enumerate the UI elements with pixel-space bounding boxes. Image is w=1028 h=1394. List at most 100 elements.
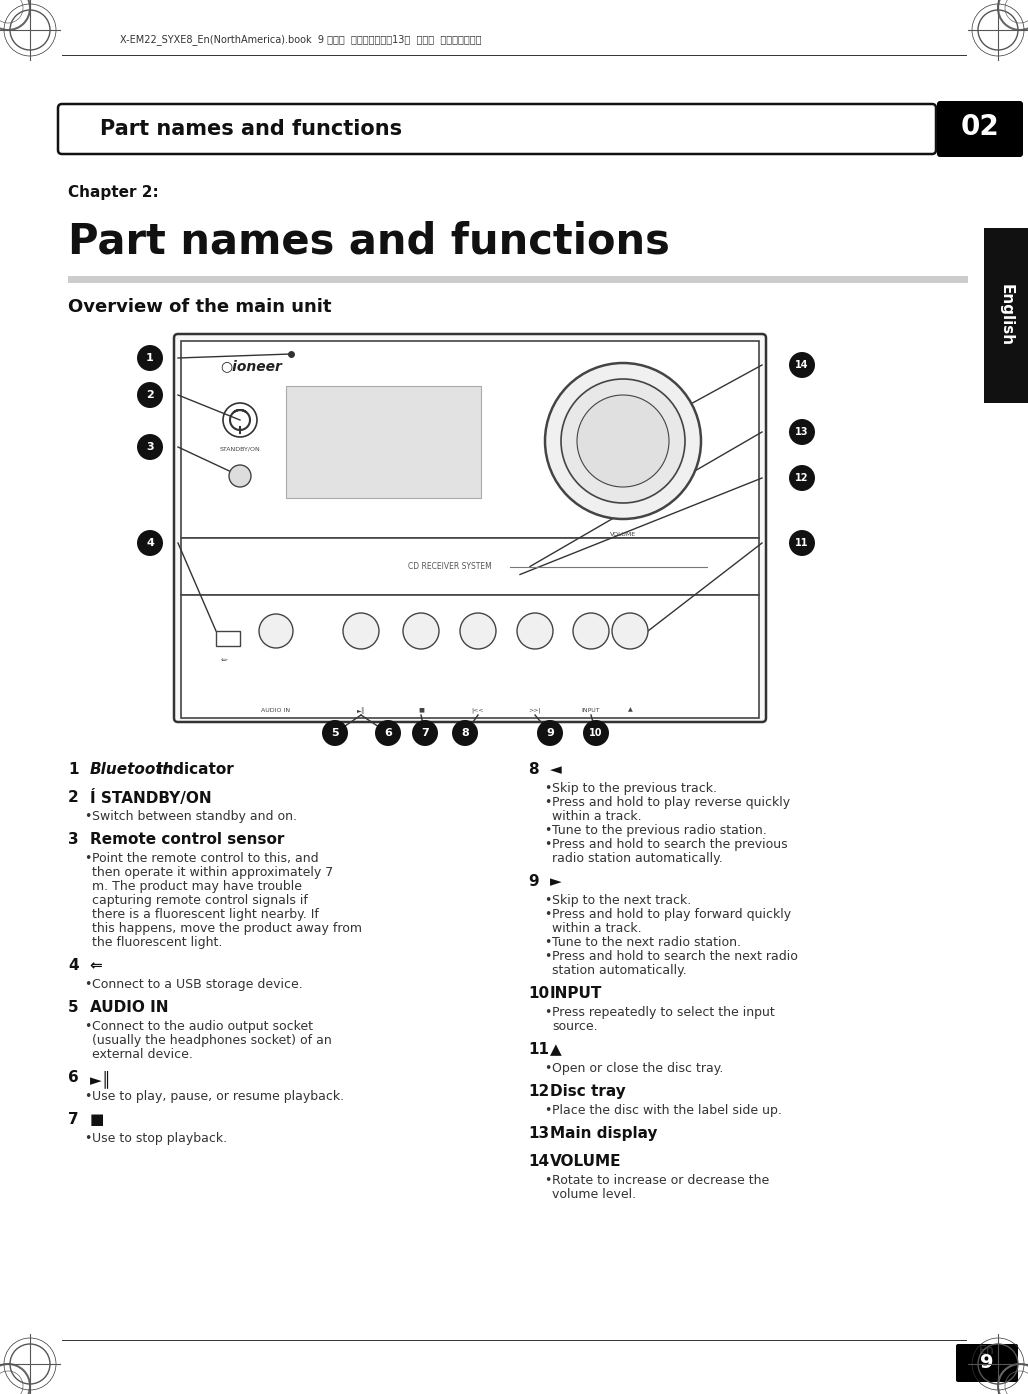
Text: 11: 11 [528, 1041, 549, 1057]
Text: volume level.: volume level. [552, 1188, 636, 1202]
Text: 2: 2 [146, 390, 154, 400]
Text: Use to play, pause, or resume playback.: Use to play, pause, or resume playback. [91, 1090, 344, 1103]
Text: VOLUME: VOLUME [550, 1154, 622, 1170]
Text: Bluetooth: Bluetooth [90, 763, 175, 776]
Text: 8: 8 [462, 728, 469, 737]
Text: then operate it within approximately 7: then operate it within approximately 7 [91, 866, 333, 880]
Text: •: • [84, 810, 91, 822]
Text: 9: 9 [528, 874, 539, 889]
Text: 4: 4 [68, 958, 78, 973]
Text: ◄: ◄ [550, 763, 567, 776]
Text: AUDIO IN: AUDIO IN [90, 999, 169, 1015]
Text: VOLUME: VOLUME [610, 531, 636, 537]
Text: source.: source. [552, 1020, 597, 1033]
Text: Press repeatedly to select the input: Press repeatedly to select the input [552, 1006, 775, 1019]
Text: Tune to the next radio station.: Tune to the next radio station. [552, 935, 741, 949]
Text: X-EM22_SYXE8_En(NorthAmerica).book  9 ページ  ２０１６年７月13日  水曜日  午後３時３４分: X-EM22_SYXE8_En(NorthAmerica).book 9 ページ… [120, 35, 481, 46]
Text: 13: 13 [796, 427, 809, 436]
Circle shape [537, 719, 563, 746]
Text: Rotate to increase or decrease the: Rotate to increase or decrease the [552, 1174, 769, 1188]
Text: Connect to the audio output socket: Connect to the audio output socket [91, 1020, 313, 1033]
Circle shape [583, 719, 609, 746]
Text: 3: 3 [68, 832, 78, 848]
FancyBboxPatch shape [58, 105, 937, 153]
Circle shape [561, 379, 685, 503]
Text: indicator: indicator [152, 763, 233, 776]
Text: Press and hold to search the previous: Press and hold to search the previous [552, 838, 787, 850]
Text: 10: 10 [528, 986, 549, 1001]
Text: Skip to the previous track.: Skip to the previous track. [552, 782, 717, 795]
Text: Tune to the previous radio station.: Tune to the previous radio station. [552, 824, 767, 836]
Circle shape [137, 382, 163, 408]
Text: 9: 9 [981, 1354, 994, 1373]
Text: Point the remote control to this, and: Point the remote control to this, and [91, 852, 319, 866]
Text: Í STANDBY/ON: Í STANDBY/ON [90, 790, 212, 806]
Text: •: • [544, 824, 551, 836]
Text: Part names and functions: Part names and functions [100, 118, 402, 139]
Text: English: English [998, 284, 1014, 347]
Text: ⇐·: ⇐· [221, 658, 229, 664]
Text: •: • [84, 1020, 91, 1033]
Text: station automatically.: station automatically. [552, 965, 687, 977]
Text: Disc tray: Disc tray [550, 1085, 626, 1098]
Text: ▲: ▲ [628, 708, 632, 712]
FancyBboxPatch shape [174, 335, 766, 722]
Bar [181, 538, 759, 595]
Text: 1: 1 [68, 763, 78, 776]
Text: 14: 14 [796, 360, 809, 369]
Text: Skip to the next track.: Skip to the next track. [552, 894, 691, 907]
Text: •: • [544, 782, 551, 795]
Bar [181, 595, 759, 718]
Text: •: • [544, 796, 551, 809]
Text: 02: 02 [960, 113, 999, 141]
Text: ▲: ▲ [550, 1041, 567, 1057]
Text: 11: 11 [796, 538, 809, 548]
Text: STANDBY/ON: STANDBY/ON [220, 446, 260, 452]
Text: this happens, move the product away from: this happens, move the product away from [91, 921, 362, 935]
Text: •: • [84, 1132, 91, 1144]
Text: ■: ■ [90, 1112, 110, 1126]
Text: •: • [544, 907, 551, 921]
Text: •: • [544, 1104, 551, 1117]
Circle shape [790, 466, 815, 491]
Text: |<<: |<< [472, 707, 484, 712]
Text: 10: 10 [589, 728, 602, 737]
Text: •: • [544, 894, 551, 907]
Text: 6: 6 [68, 1071, 79, 1085]
Circle shape [322, 719, 348, 746]
Text: Press and hold to play reverse quickly: Press and hold to play reverse quickly [552, 796, 791, 809]
Text: 3: 3 [146, 442, 154, 452]
Circle shape [460, 613, 495, 650]
Text: Switch between standby and on.: Switch between standby and on. [91, 810, 297, 822]
Circle shape [790, 420, 815, 445]
Text: •: • [544, 838, 551, 850]
Text: En: En [979, 1344, 995, 1356]
Text: 1: 1 [146, 353, 154, 362]
Text: capturing remote control signals if: capturing remote control signals if [91, 894, 307, 907]
Text: (usually the headphones socket) of an: (usually the headphones socket) of an [91, 1034, 332, 1047]
Circle shape [137, 344, 163, 371]
Circle shape [375, 719, 401, 746]
Text: 9: 9 [546, 728, 554, 737]
Text: •: • [84, 852, 91, 866]
Text: there is a fluorescent light nearby. If: there is a fluorescent light nearby. If [91, 907, 319, 921]
Text: ○ioneer: ○ioneer [220, 360, 282, 374]
Circle shape [343, 613, 379, 650]
Text: ⇐: ⇐ [90, 958, 108, 973]
Text: •: • [544, 1174, 551, 1188]
Text: INPUT: INPUT [550, 986, 602, 1001]
Text: m. The product may have trouble: m. The product may have trouble [91, 880, 302, 894]
Text: within a track.: within a track. [552, 810, 641, 822]
Text: •: • [84, 979, 91, 991]
Text: CD RECEIVER SYSTEM: CD RECEIVER SYSTEM [408, 562, 491, 572]
Text: •: • [544, 935, 551, 949]
Text: ■: ■ [418, 708, 424, 712]
Text: Chapter 2:: Chapter 2: [68, 184, 158, 199]
Circle shape [612, 613, 648, 650]
Text: Overview of the main unit: Overview of the main unit [68, 298, 331, 316]
Text: Remote control sensor: Remote control sensor [90, 832, 285, 848]
Text: 7: 7 [421, 728, 429, 737]
Text: Place the disc with the label side up.: Place the disc with the label side up. [552, 1104, 782, 1117]
Circle shape [545, 362, 701, 519]
Bar [984, 229, 1028, 403]
